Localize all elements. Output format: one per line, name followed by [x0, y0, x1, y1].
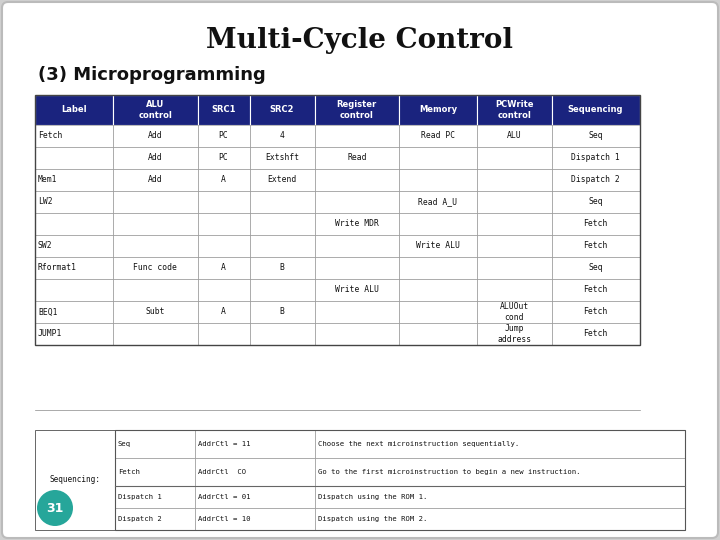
Bar	[552, 95, 639, 125]
Bar	[315, 279, 399, 301]
Text: Seq: Seq	[588, 264, 603, 273]
Text: Fetch: Fetch	[583, 307, 608, 316]
Text: A: A	[221, 176, 226, 185]
Bar	[399, 279, 477, 301]
Text: Register
control: Register control	[337, 100, 377, 120]
Bar	[113, 213, 197, 235]
Bar	[250, 323, 315, 345]
Bar	[315, 301, 399, 323]
Bar	[315, 191, 399, 213]
Text: B: B	[279, 264, 284, 273]
Bar	[197, 95, 250, 125]
Bar	[113, 235, 197, 257]
Text: Jump
address: Jump address	[498, 325, 531, 343]
Bar	[477, 323, 552, 345]
Bar	[315, 235, 399, 257]
Text: JUMP1: JUMP1	[38, 329, 63, 339]
Bar	[552, 235, 639, 257]
Bar	[552, 125, 639, 147]
Text: Write ALU: Write ALU	[416, 241, 460, 251]
Bar	[552, 323, 639, 345]
Bar	[250, 95, 315, 125]
Bar	[477, 213, 552, 235]
Text: Dispatch 1: Dispatch 1	[118, 494, 162, 500]
Bar	[250, 191, 315, 213]
Bar	[35, 279, 113, 301]
Text: ALUOut
cond: ALUOut cond	[500, 302, 529, 322]
Bar	[477, 147, 552, 169]
Text: SW2: SW2	[38, 241, 53, 251]
Text: Go to the first microinstruction to begin a new instruction.: Go to the first microinstruction to begi…	[318, 469, 580, 475]
Bar	[195, 430, 315, 458]
Text: Read PC: Read PC	[421, 132, 455, 140]
Text: Dispatch using the ROM 1.: Dispatch using the ROM 1.	[318, 494, 428, 500]
Bar	[477, 169, 552, 191]
Bar	[113, 125, 197, 147]
Bar	[250, 235, 315, 257]
Bar	[197, 191, 250, 213]
Bar	[197, 125, 250, 147]
Bar	[552, 301, 639, 323]
Text: Sequencing: Sequencing	[568, 105, 624, 114]
Bar	[35, 235, 113, 257]
Text: A: A	[221, 264, 226, 273]
Text: AddrCtl = 01: AddrCtl = 01	[198, 494, 251, 500]
Bar	[35, 430, 115, 530]
Text: Subt: Subt	[145, 307, 165, 316]
Bar	[113, 169, 197, 191]
Bar	[477, 235, 552, 257]
Bar	[197, 147, 250, 169]
Text: Fetch: Fetch	[118, 469, 140, 475]
Bar	[477, 301, 552, 323]
Bar	[35, 257, 113, 279]
Bar	[197, 323, 250, 345]
Bar	[399, 301, 477, 323]
Bar	[113, 191, 197, 213]
Bar	[197, 213, 250, 235]
Bar	[35, 191, 113, 213]
Bar	[315, 125, 399, 147]
Bar	[552, 279, 639, 301]
Bar	[250, 169, 315, 191]
Text: Mem1: Mem1	[38, 176, 58, 185]
Text: AddrCtl = 10: AddrCtl = 10	[198, 516, 251, 522]
Bar	[552, 147, 639, 169]
Text: Fetch: Fetch	[38, 132, 63, 140]
Text: AddrCtl  CO: AddrCtl CO	[198, 469, 246, 475]
Bar	[399, 95, 477, 125]
Bar	[477, 95, 552, 125]
Bar	[399, 323, 477, 345]
Text: Extshft: Extshft	[265, 153, 299, 163]
Bar	[197, 235, 250, 257]
Text: Multi-Cycle Control: Multi-Cycle Control	[207, 26, 513, 53]
Bar	[113, 95, 197, 125]
Bar	[250, 125, 315, 147]
Bar	[197, 257, 250, 279]
Bar	[315, 458, 685, 486]
Bar	[35, 323, 113, 345]
Bar	[315, 508, 685, 530]
Bar	[35, 125, 113, 147]
Text: Seq: Seq	[588, 132, 603, 140]
Bar	[195, 458, 315, 486]
Text: Seq: Seq	[118, 441, 131, 447]
Text: 31: 31	[46, 502, 63, 515]
Text: 4: 4	[279, 132, 284, 140]
Bar	[35, 95, 639, 345]
Text: A: A	[221, 307, 226, 316]
Bar	[113, 323, 197, 345]
Bar	[250, 147, 315, 169]
Bar	[552, 257, 639, 279]
Bar	[35, 169, 113, 191]
Text: Add: Add	[148, 132, 163, 140]
Bar	[399, 191, 477, 213]
Bar	[250, 301, 315, 323]
Text: ALU
control: ALU control	[138, 100, 172, 120]
Text: BEQ1: BEQ1	[38, 307, 58, 316]
Text: Dispatch 2: Dispatch 2	[118, 516, 162, 522]
Text: Fetch: Fetch	[583, 329, 608, 339]
Text: PCWrite
control: PCWrite control	[495, 100, 534, 120]
Text: Add: Add	[148, 176, 163, 185]
Bar	[197, 301, 250, 323]
